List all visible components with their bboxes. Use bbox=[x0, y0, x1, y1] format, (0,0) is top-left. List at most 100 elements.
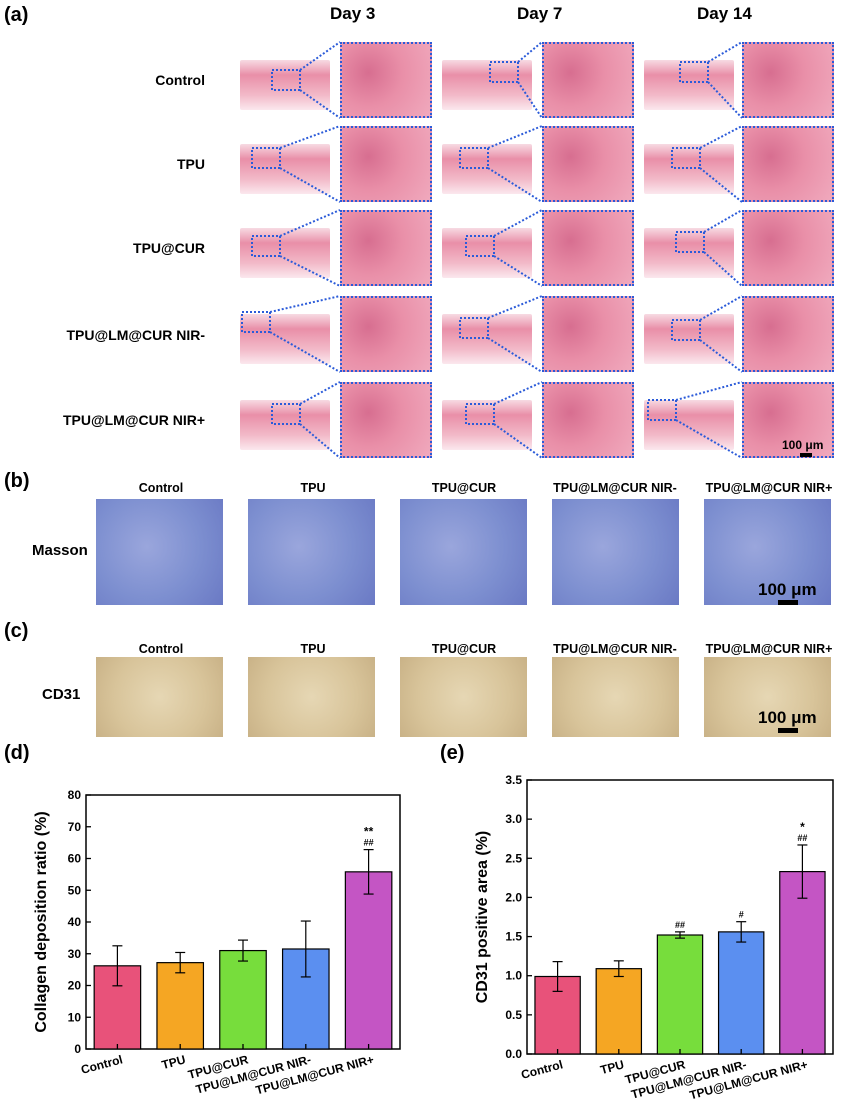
zoom-connector bbox=[675, 419, 743, 459]
roi-box bbox=[251, 235, 281, 257]
masson-col-nir-minus: TPU@LM@CUR NIR- bbox=[553, 481, 677, 495]
masson-col-tpu: TPU bbox=[300, 481, 326, 495]
roi-box bbox=[241, 311, 271, 333]
roi-box bbox=[271, 403, 301, 425]
panel-c-scale-bar bbox=[778, 728, 798, 733]
he-thumbnail bbox=[240, 228, 330, 278]
zoom-connector bbox=[493, 423, 543, 459]
he-thumbnail bbox=[644, 144, 734, 194]
zoom-connector bbox=[699, 339, 743, 373]
he-zoom-image bbox=[340, 382, 432, 458]
chart-e-significance-label: * bbox=[800, 820, 805, 834]
chart-d-ytick-label: 0 bbox=[74, 1042, 81, 1056]
chart-e-significance-label: ## bbox=[675, 920, 685, 930]
row-label-tpu: TPU bbox=[177, 156, 205, 172]
panel-b-scale-bar bbox=[778, 600, 798, 605]
chart-e-ylabel: CD31 positive area (%) bbox=[474, 831, 491, 1004]
chart-d-ytick-label: 40 bbox=[68, 915, 82, 929]
panel-a-scale-bar bbox=[800, 453, 812, 457]
chart-e-ytick-label: 0.0 bbox=[505, 1047, 522, 1061]
zoom-connector bbox=[517, 41, 543, 63]
masson-micrograph bbox=[248, 499, 375, 605]
cd31-col-tpu: TPU bbox=[300, 642, 326, 656]
zoom-connector bbox=[699, 295, 743, 321]
zoom-connector bbox=[299, 41, 341, 71]
zoom-connector bbox=[493, 209, 543, 237]
zoom-connector bbox=[703, 209, 743, 233]
zoom-connector bbox=[493, 381, 543, 405]
he-thumbnail bbox=[644, 60, 734, 110]
roi-box bbox=[671, 319, 701, 341]
chart-d-bar bbox=[156, 962, 205, 1050]
zoom-connector bbox=[487, 167, 543, 203]
chart-e-significance-label: ## bbox=[797, 833, 807, 843]
roi-box bbox=[489, 61, 519, 83]
zoom-connector bbox=[493, 255, 543, 287]
zoom-connector bbox=[269, 295, 341, 313]
chart-e-bar bbox=[717, 931, 765, 1055]
masson-micrograph bbox=[400, 499, 527, 605]
cd31-micrograph bbox=[248, 657, 375, 737]
chart-cd31-positive-area: 0.0 0.5 1.0 1.5 2.0 2.5 3.0 3.5 CD31 positive ar… bbox=[474, 773, 834, 1102]
chart-e-ytick-label: 3.0 bbox=[505, 812, 522, 826]
panel-e-label: (e) bbox=[440, 742, 465, 764]
he-zoom-image bbox=[742, 296, 834, 372]
row-label-tpu-lm-cur-nir-minus: TPU@LM@CUR NIR- bbox=[66, 327, 205, 343]
row-label-tpu-lm-cur-nir-plus: TPU@LM@CUR NIR+ bbox=[62, 412, 205, 428]
day-3-label: Day 3 bbox=[330, 4, 376, 23]
masson-col-control: Control bbox=[138, 481, 184, 495]
he-zoom-image bbox=[742, 126, 834, 202]
he-zoom-image bbox=[542, 296, 634, 372]
roi-box bbox=[647, 399, 677, 421]
cd31-col-nir-minus: TPU@LM@CUR NIR- bbox=[553, 642, 677, 656]
roi-box bbox=[465, 235, 495, 257]
panel-c-label: (c) bbox=[4, 620, 29, 642]
chart-d-ytick-label: 30 bbox=[68, 947, 82, 961]
row-label-control: Control bbox=[155, 72, 205, 88]
zoom-connector bbox=[703, 251, 743, 287]
chart-d-ytick-label: 60 bbox=[68, 852, 82, 866]
zoom-connector bbox=[675, 381, 743, 401]
zoom-connector bbox=[487, 337, 543, 373]
cd31-row-label: CD31 bbox=[42, 686, 81, 703]
cd31-micrograph bbox=[400, 657, 527, 737]
cd31-micrograph bbox=[96, 657, 223, 737]
he-zoom-image bbox=[742, 42, 834, 118]
he-thumbnail bbox=[442, 400, 532, 450]
he-zoom-image bbox=[542, 210, 634, 286]
zoom-connector bbox=[279, 209, 341, 237]
he-zoom-image bbox=[542, 382, 634, 458]
he-zoom-image bbox=[742, 382, 834, 458]
roi-box bbox=[465, 403, 495, 425]
zoom-connector bbox=[299, 423, 341, 459]
masson-row-label: Masson bbox=[32, 542, 88, 559]
chart-e-significance-label: # bbox=[739, 910, 744, 920]
chart-d-significance-label: ** bbox=[364, 825, 374, 839]
roi-box bbox=[675, 231, 705, 253]
roi-box bbox=[271, 69, 301, 91]
zoom-connector bbox=[707, 81, 743, 119]
chart-e-ytick-label: 3.5 bbox=[505, 773, 522, 787]
masson-micrograph bbox=[704, 499, 831, 605]
zoom-connector-lines bbox=[241, 41, 743, 459]
panel-b-label: (b) bbox=[4, 470, 30, 492]
zoom-connector bbox=[299, 89, 341, 119]
he-zoom-image bbox=[742, 210, 834, 286]
roi-box bbox=[459, 317, 489, 339]
zoom-connector bbox=[269, 331, 341, 373]
chart-e-ytick-label: 2.5 bbox=[505, 851, 522, 865]
chart-d-ytick-label: 50 bbox=[68, 883, 82, 897]
cd31-micrograph bbox=[552, 657, 679, 737]
he-thumbnail bbox=[240, 400, 330, 450]
chart-d-significance-label: ## bbox=[364, 838, 374, 848]
zoom-connector bbox=[279, 255, 341, 287]
cd31-col-control: Control bbox=[138, 642, 184, 656]
chart-d-ylabel: Collagen deposition ratio (%) bbox=[33, 811, 50, 1032]
he-zoom-image bbox=[340, 42, 432, 118]
chart-e-xtick-label: TPU bbox=[599, 1057, 626, 1077]
chart-e-ytick-label: 2.0 bbox=[505, 890, 522, 904]
zoom-connector bbox=[279, 125, 341, 149]
chart-d-ytick-label: 10 bbox=[68, 1010, 82, 1024]
roi-box bbox=[679, 61, 709, 83]
he-zoom-image bbox=[340, 210, 432, 286]
